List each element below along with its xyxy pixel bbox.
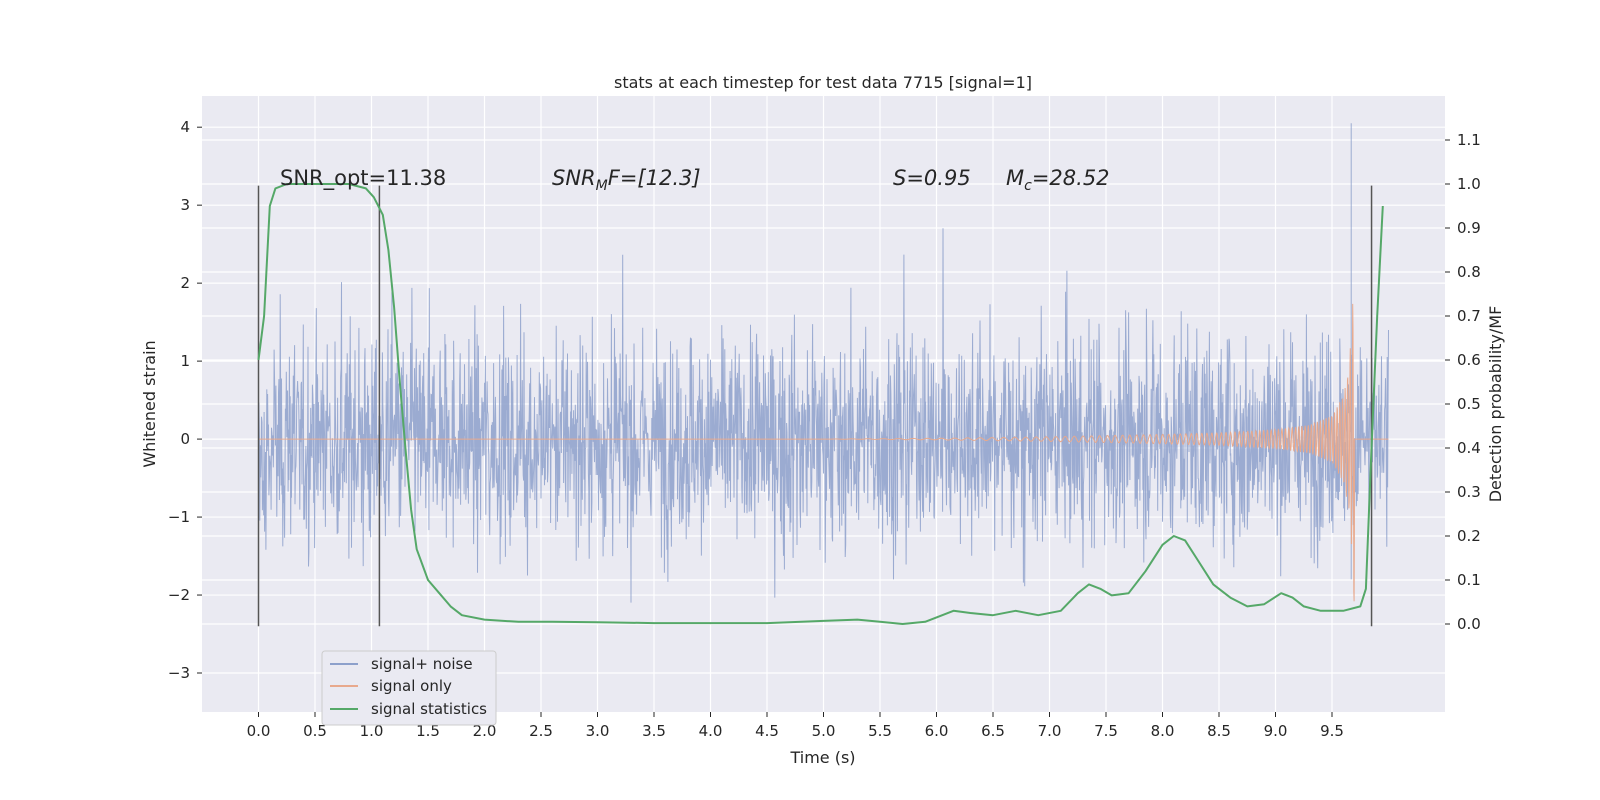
signal-statistics-line <box>257 183 1384 625</box>
y-right-tick-label: 0.8 <box>1457 263 1481 281</box>
y-left-axis-ticks: 4 3 2 1 0 −1 −2 −3 <box>168 118 202 682</box>
y-left-tick-label: 0 <box>180 430 190 448</box>
x-tick-label: 4.0 <box>699 722 723 740</box>
y-left-tick-label: 1 <box>180 352 190 370</box>
signal-only-series <box>258 303 1389 602</box>
legend-box <box>321 650 497 726</box>
x-tick-label: 5.0 <box>812 722 836 740</box>
x-axis-ticks: 0.0 0.5 1.0 1.5 2.0 2.5 3.0 3.5 4.0 4.5 5.0 5.5 6.0 6… <box>247 712 1344 740</box>
x-axis-label: Time (s) <box>789 748 855 767</box>
y-right-tick-label: 0.5 <box>1457 395 1481 413</box>
x-tick-label: 1.5 <box>416 722 440 740</box>
x-tick-label: 1.0 <box>360 722 384 740</box>
y-left-tick-label: 2 <box>180 274 190 292</box>
y-right-axis-ticks: 1.1 1.0 0.9 0.8 0.7 0.6 0.5 0.4 0.3 0.2 0.1 0.0 <box>1445 131 1481 633</box>
annotation-snr-opt: SNR_opt=11.38 <box>280 166 446 191</box>
vertical-markers <box>257 185 1373 627</box>
y-right-tick-label: 0.0 <box>1457 615 1481 633</box>
x-tick-label: 4.5 <box>755 722 779 740</box>
x-tick-label: 3.5 <box>642 722 666 740</box>
y-left-tick-label: 4 <box>180 118 190 136</box>
y-right-tick-label: 0.3 <box>1457 483 1481 501</box>
mc-subscript: c <box>1024 178 1032 194</box>
y-left-tick-label: −2 <box>168 586 190 604</box>
y-right-tick-label: 0.1 <box>1457 571 1481 589</box>
x-tick-label: 7.0 <box>1038 722 1062 740</box>
chart-title: stats at each timestep for test data 771… <box>614 73 1032 92</box>
legend: signal+ noise signal only signal statist… <box>321 650 497 726</box>
snr-mf-prefix: SNR <box>552 166 596 190</box>
x-tick-label: 8.0 <box>1151 722 1175 740</box>
y-left-axis-label: Whitened strain <box>140 340 159 467</box>
x-tick-label: 6.5 <box>981 722 1005 740</box>
y-right-tick-label: 0.4 <box>1457 439 1481 457</box>
y-right-tick-label: 0.6 <box>1457 351 1481 369</box>
x-tick-label: 5.5 <box>868 722 892 740</box>
x-tick-label: 0.0 <box>247 722 271 740</box>
y-left-tick-label: 3 <box>180 196 190 214</box>
y-right-tick-label: 1.0 <box>1457 175 1481 193</box>
snr-mf-subscript: M <box>596 178 608 194</box>
mc-suffix: =28.52 <box>1032 166 1110 190</box>
y-right-tick-label: 0.9 <box>1457 219 1481 237</box>
annotation-mc: Mc=28.52 <box>1006 166 1110 194</box>
x-tick-label: 9.0 <box>1264 722 1288 740</box>
x-tick-label: 7.5 <box>1094 722 1118 740</box>
legend-label-noise: signal+ noise <box>371 655 473 673</box>
legend-label-signal: signal only <box>371 677 452 695</box>
x-tick-label: 3.0 <box>586 722 610 740</box>
x-tick-label: 2.0 <box>473 722 497 740</box>
y-right-tick-label: 0.2 <box>1457 527 1481 545</box>
y-right-tick-label: 1.1 <box>1457 131 1481 149</box>
signal-only-line <box>258 303 1389 602</box>
signal-statistics-series <box>257 183 1384 625</box>
x-tick-label: 2.5 <box>529 722 553 740</box>
mc-prefix: M <box>1006 166 1024 190</box>
x-tick-label: 0.5 <box>303 722 327 740</box>
x-tick-label: 6.0 <box>925 722 949 740</box>
y-right-axis-label: Detection probability/MF <box>1486 306 1505 503</box>
x-tick-label: 8.5 <box>1207 722 1231 740</box>
annotation-snr-mf: SNRMF=[12.3] <box>552 166 701 194</box>
snr-mf-suffix: F=[12.3] <box>608 166 701 190</box>
y-left-tick-label: −1 <box>168 508 190 526</box>
x-tick-label: 9.5 <box>1320 722 1344 740</box>
y-right-tick-label: 0.7 <box>1457 307 1481 325</box>
y-left-tick-label: −3 <box>168 664 190 682</box>
annotation-s-value: S=0.95 <box>893 166 971 190</box>
legend-label-stats: signal statistics <box>371 700 487 718</box>
